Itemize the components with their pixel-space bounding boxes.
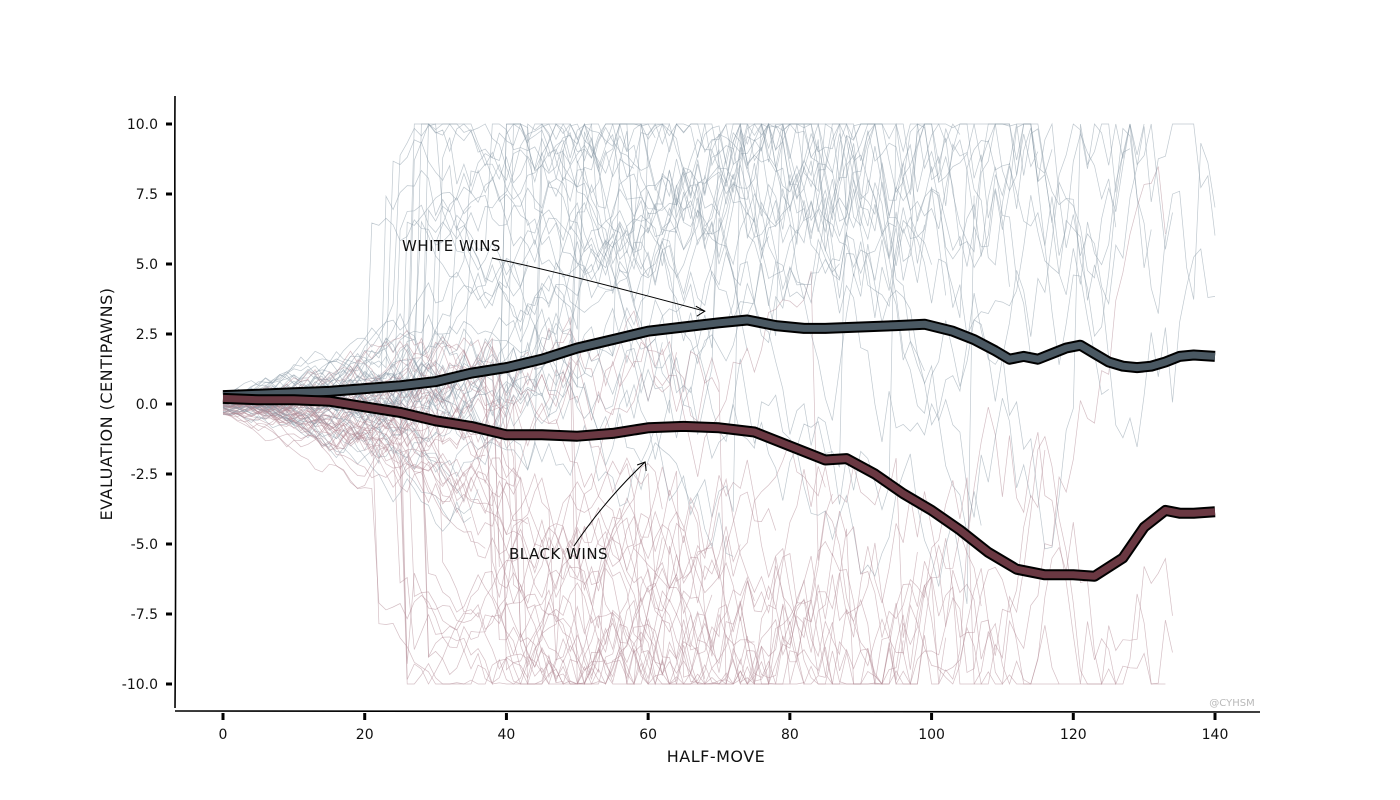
axes: 10.0 7.5 5.0 2.5 0.0 -2.5 -5.0 -7.5 -10.0 0 20 40 60… [122,95,1261,743]
x-tick-label: 100 [918,727,945,743]
game-trace [222,406,613,617]
game-trace [222,123,932,407]
game-trace [222,377,904,681]
x-tick-label: 20 [356,727,374,743]
game-trace [222,400,777,655]
credit-watermark: @CYHSM [1209,698,1254,709]
y-axis-title: EVALUATION (CENTIPAWNS) [97,287,116,520]
x-tick-label: 140 [1202,727,1229,743]
game-trace [222,413,826,685]
x-tick-label: 60 [639,727,657,743]
annotation-arrow [573,461,646,547]
x-tick-label: 0 [219,727,228,743]
game-trace [222,403,528,525]
annotation-arrow [491,257,705,312]
y-tick-label: -5.0 [131,537,158,553]
game-trace [222,122,1117,426]
game-trace [222,367,918,685]
game-trace [222,340,663,668]
mean-series [222,314,1216,582]
game-trace [222,396,713,686]
game-trace [222,214,529,423]
annotation-arrowhead [695,305,706,317]
y-tick-label: 7.5 [136,187,158,203]
series-line [222,394,1216,580]
game-trace [223,123,961,511]
game-trace [222,123,1131,433]
game-trace [222,195,975,605]
y-tick-label: -10.0 [122,677,158,693]
y-tick-label: -7.5 [131,607,158,623]
annotation-black-wins: BLACK WINS [509,545,608,563]
series-line [222,316,1216,400]
game-trace [222,123,1173,403]
game-trace [222,401,1173,685]
y-tick-label: 5.0 [136,257,158,273]
y-tick-label: 10.0 [127,117,158,133]
x-axis-line [174,710,1261,713]
game-trace [222,412,713,685]
game-trace [222,406,755,686]
game-trace [222,403,720,685]
annotation-arrowhead [636,461,647,472]
y-tick-label: -2.5 [131,467,158,483]
game-trace [222,332,720,461]
y-tick-label: 2.5 [136,327,158,343]
y-tick-label: 0.0 [136,397,158,413]
game-trace [222,123,982,534]
game-trace [222,126,947,443]
annotations: WHITE WINS BLACK WINS [402,237,706,563]
x-tick-label: 80 [781,727,799,743]
y-axis-line [173,95,177,709]
x-tick-label: 120 [1060,727,1087,743]
annotation-white-wins: WHITE WINS [402,237,501,255]
x-tick-label: 40 [498,727,516,743]
game-trace [222,341,1060,685]
game-trace [222,123,692,471]
game-trace [222,392,833,685]
x-axis-title: HALF-MOVE [667,747,766,766]
background-game-traces [222,122,1216,686]
